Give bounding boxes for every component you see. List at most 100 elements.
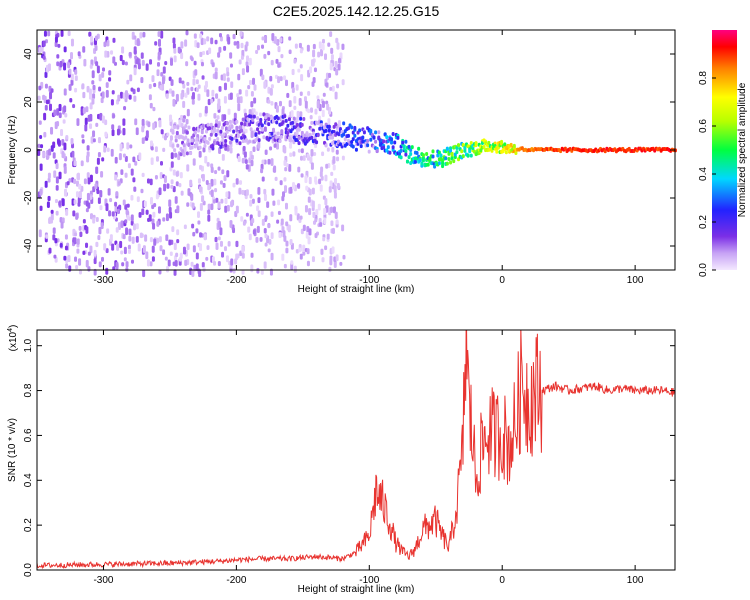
spectrogram-cell xyxy=(337,63,341,71)
spectrogram-cell xyxy=(239,180,243,185)
spectrogram-cell xyxy=(257,197,261,204)
spectrogram-ridge-cell xyxy=(354,147,358,152)
spectrogram-ridge-cell xyxy=(286,123,290,128)
spectrogram-cell xyxy=(63,255,67,261)
spectrogram-cell xyxy=(306,248,310,255)
spectrogram-cell xyxy=(77,51,81,57)
spectrogram-cell xyxy=(230,200,234,208)
spectrogram-cell xyxy=(165,234,169,242)
y-tick-label: 1.0 xyxy=(23,338,34,352)
spectrogram-ridge-cell xyxy=(208,126,212,131)
spectrogram-cell xyxy=(194,69,198,76)
spectrogram-cell xyxy=(37,148,41,157)
spectrogram-ridge-cell xyxy=(382,139,386,144)
spectrogram-ridge-cell xyxy=(300,122,304,127)
spectrogram-cell xyxy=(318,41,322,49)
spectrogram-cell xyxy=(137,63,141,70)
spectrogram-cell xyxy=(145,130,149,139)
spectrogram-cell xyxy=(297,166,301,173)
spectrogram-cell xyxy=(321,38,325,44)
spectrogram-cell xyxy=(206,36,210,42)
spectrogram-cell xyxy=(261,36,265,41)
spectrogram-cell xyxy=(267,158,271,165)
spectrogram-cell xyxy=(38,47,42,54)
spectrogram-cell xyxy=(163,183,167,192)
spectrogram-cell xyxy=(194,39,198,48)
spectrogram-cell xyxy=(207,98,211,106)
spectrogram-cell xyxy=(291,87,295,93)
spectrogram-cell xyxy=(241,252,245,259)
spectrogram-cell xyxy=(205,180,209,186)
spectrogram-ridge-cell xyxy=(425,151,429,156)
spectrogram-cell xyxy=(52,152,56,159)
spectrogram-ridge-cell xyxy=(187,142,191,147)
spectrogram-cell xyxy=(92,84,96,91)
spectrogram-cell xyxy=(126,142,130,150)
spectrogram-cell xyxy=(128,94,132,100)
spectrogram-cell xyxy=(153,238,157,246)
spectrogram-cell xyxy=(239,31,243,37)
spectrogram-cell xyxy=(314,218,318,223)
spectrogram-cell xyxy=(329,86,333,91)
spectrogram-cell xyxy=(55,184,59,191)
spectrogram-x-axis: -300 -200 -100 0 100 xyxy=(93,30,644,286)
spectrogram-cell xyxy=(266,201,270,209)
spectrogram-cell xyxy=(304,175,308,184)
spectrogram-cell xyxy=(308,176,312,185)
spectrogram-cell xyxy=(278,100,282,107)
spectrogram-cell xyxy=(47,172,51,179)
spectrogram-cell xyxy=(316,95,320,100)
spectrogram-cell xyxy=(159,84,163,91)
spectrogram-cell xyxy=(186,87,190,95)
spectrogram-ridge-cell xyxy=(256,127,260,132)
spectrogram-cell xyxy=(162,217,166,222)
spectrogram-cell xyxy=(264,35,268,43)
spectrogram-ridge-cell xyxy=(238,125,242,130)
spectrogram-ridge xyxy=(169,112,677,169)
spectrogram-ridge-cell xyxy=(450,151,454,156)
spectrogram-cell xyxy=(60,129,64,137)
spectrogram-cell xyxy=(95,216,99,223)
spectrogram-cell xyxy=(90,136,94,144)
spectrogram-cell xyxy=(215,93,219,99)
spectrogram-cell xyxy=(142,245,146,253)
spectrogram-cell xyxy=(309,114,313,120)
spectrogram-ridge-cell xyxy=(436,153,440,158)
spectrogram-cell xyxy=(37,143,41,148)
spectrogram-cell xyxy=(288,100,292,108)
x-tick-label: -200 xyxy=(226,575,246,586)
spectrogram-cell xyxy=(121,46,125,54)
spectrogram-cell xyxy=(200,37,204,46)
spectrogram-cell xyxy=(206,161,210,167)
spectrogram-ridge-cell xyxy=(410,145,414,150)
spectrogram-cell xyxy=(130,259,134,264)
spectrogram-cell xyxy=(104,131,108,138)
spectrogram-cell xyxy=(168,88,172,94)
spectrogram-cell xyxy=(123,106,127,111)
spectrogram-cell xyxy=(314,232,318,239)
spectrogram-cell xyxy=(199,33,203,39)
spectrogram-cell xyxy=(248,79,252,86)
spectrogram-cell xyxy=(40,144,44,149)
spectrogram-cell xyxy=(269,88,273,95)
spectrogram-cell xyxy=(221,169,225,175)
spectrogram-cell xyxy=(99,205,103,211)
spectrogram-ridge-cell xyxy=(396,135,400,140)
spectrogram-cell xyxy=(197,211,201,218)
spectrogram-cell xyxy=(105,267,109,275)
spectrogram-cell xyxy=(100,170,104,178)
x-tick-label: -100 xyxy=(359,575,379,586)
spectrogram-ridge-cell xyxy=(254,133,258,138)
spectrogram-cell xyxy=(257,187,261,195)
spectrogram-cell xyxy=(335,37,339,44)
spectrogram-cell xyxy=(55,210,59,216)
spectrogram-ridge-cell xyxy=(209,122,213,127)
spectrogram-ridge-cell xyxy=(401,140,405,145)
spectrogram-ridge-cell xyxy=(404,149,408,154)
spectrogram-cell xyxy=(141,118,145,126)
spectrogram-cell xyxy=(74,232,78,237)
spectrogram-cell xyxy=(272,200,276,206)
spectrogram-cell xyxy=(156,69,160,77)
spectrogram-ridge-cell xyxy=(185,130,189,135)
spectrogram-cell xyxy=(54,198,58,204)
